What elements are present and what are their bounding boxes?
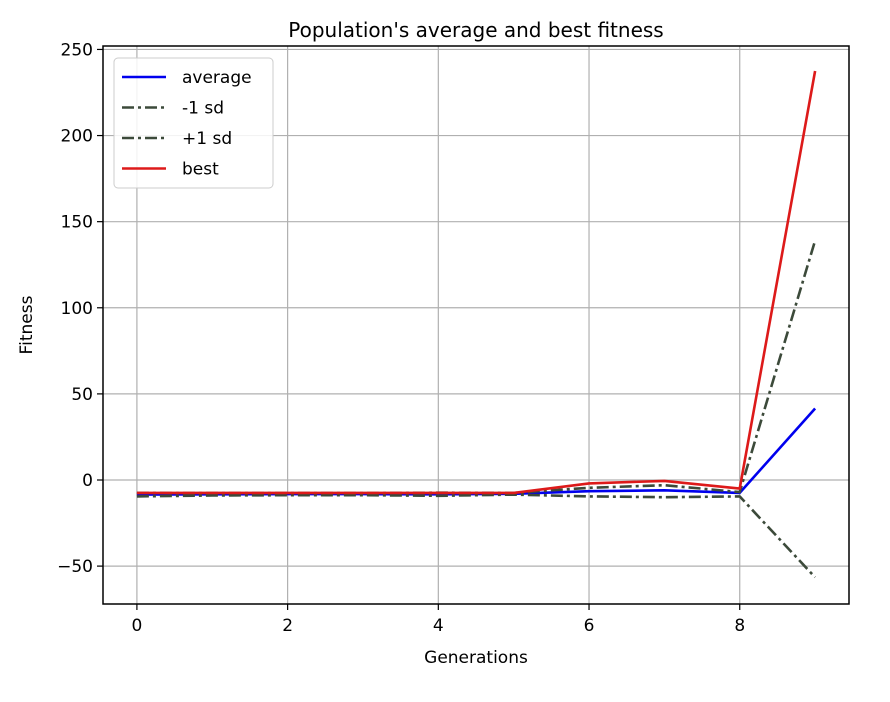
legend-label: average [182,68,252,88]
y-tick-label: 100 [61,299,93,319]
y-tick-label: 150 [61,213,93,233]
x-tick-label: 2 [282,616,293,636]
legend-label: +1 sd [182,129,232,149]
x-tick-label: 4 [433,616,444,636]
x-axis-label: Generations [424,648,528,668]
legend-label: -1 sd [182,99,224,119]
y-tick-label: 0 [82,471,93,491]
x-tick-label: 6 [584,616,595,636]
y-axis-label: Fitness [17,295,37,354]
y-tick-label: 250 [61,40,93,60]
series-line-1 [137,495,815,578]
y-tick-label: 200 [61,127,93,147]
legend-label: best [182,160,219,180]
y-tick-label: −50 [57,557,93,577]
series-line-2 [137,241,815,494]
legend: average -1 sd +1 sd best [114,58,273,188]
chart-title: Population's average and best fitness [288,18,663,42]
series-line-0 [137,409,815,495]
y-tick-label: 50 [71,385,93,405]
x-tick-label: 0 [131,616,142,636]
x-tick-label: 8 [734,616,745,636]
